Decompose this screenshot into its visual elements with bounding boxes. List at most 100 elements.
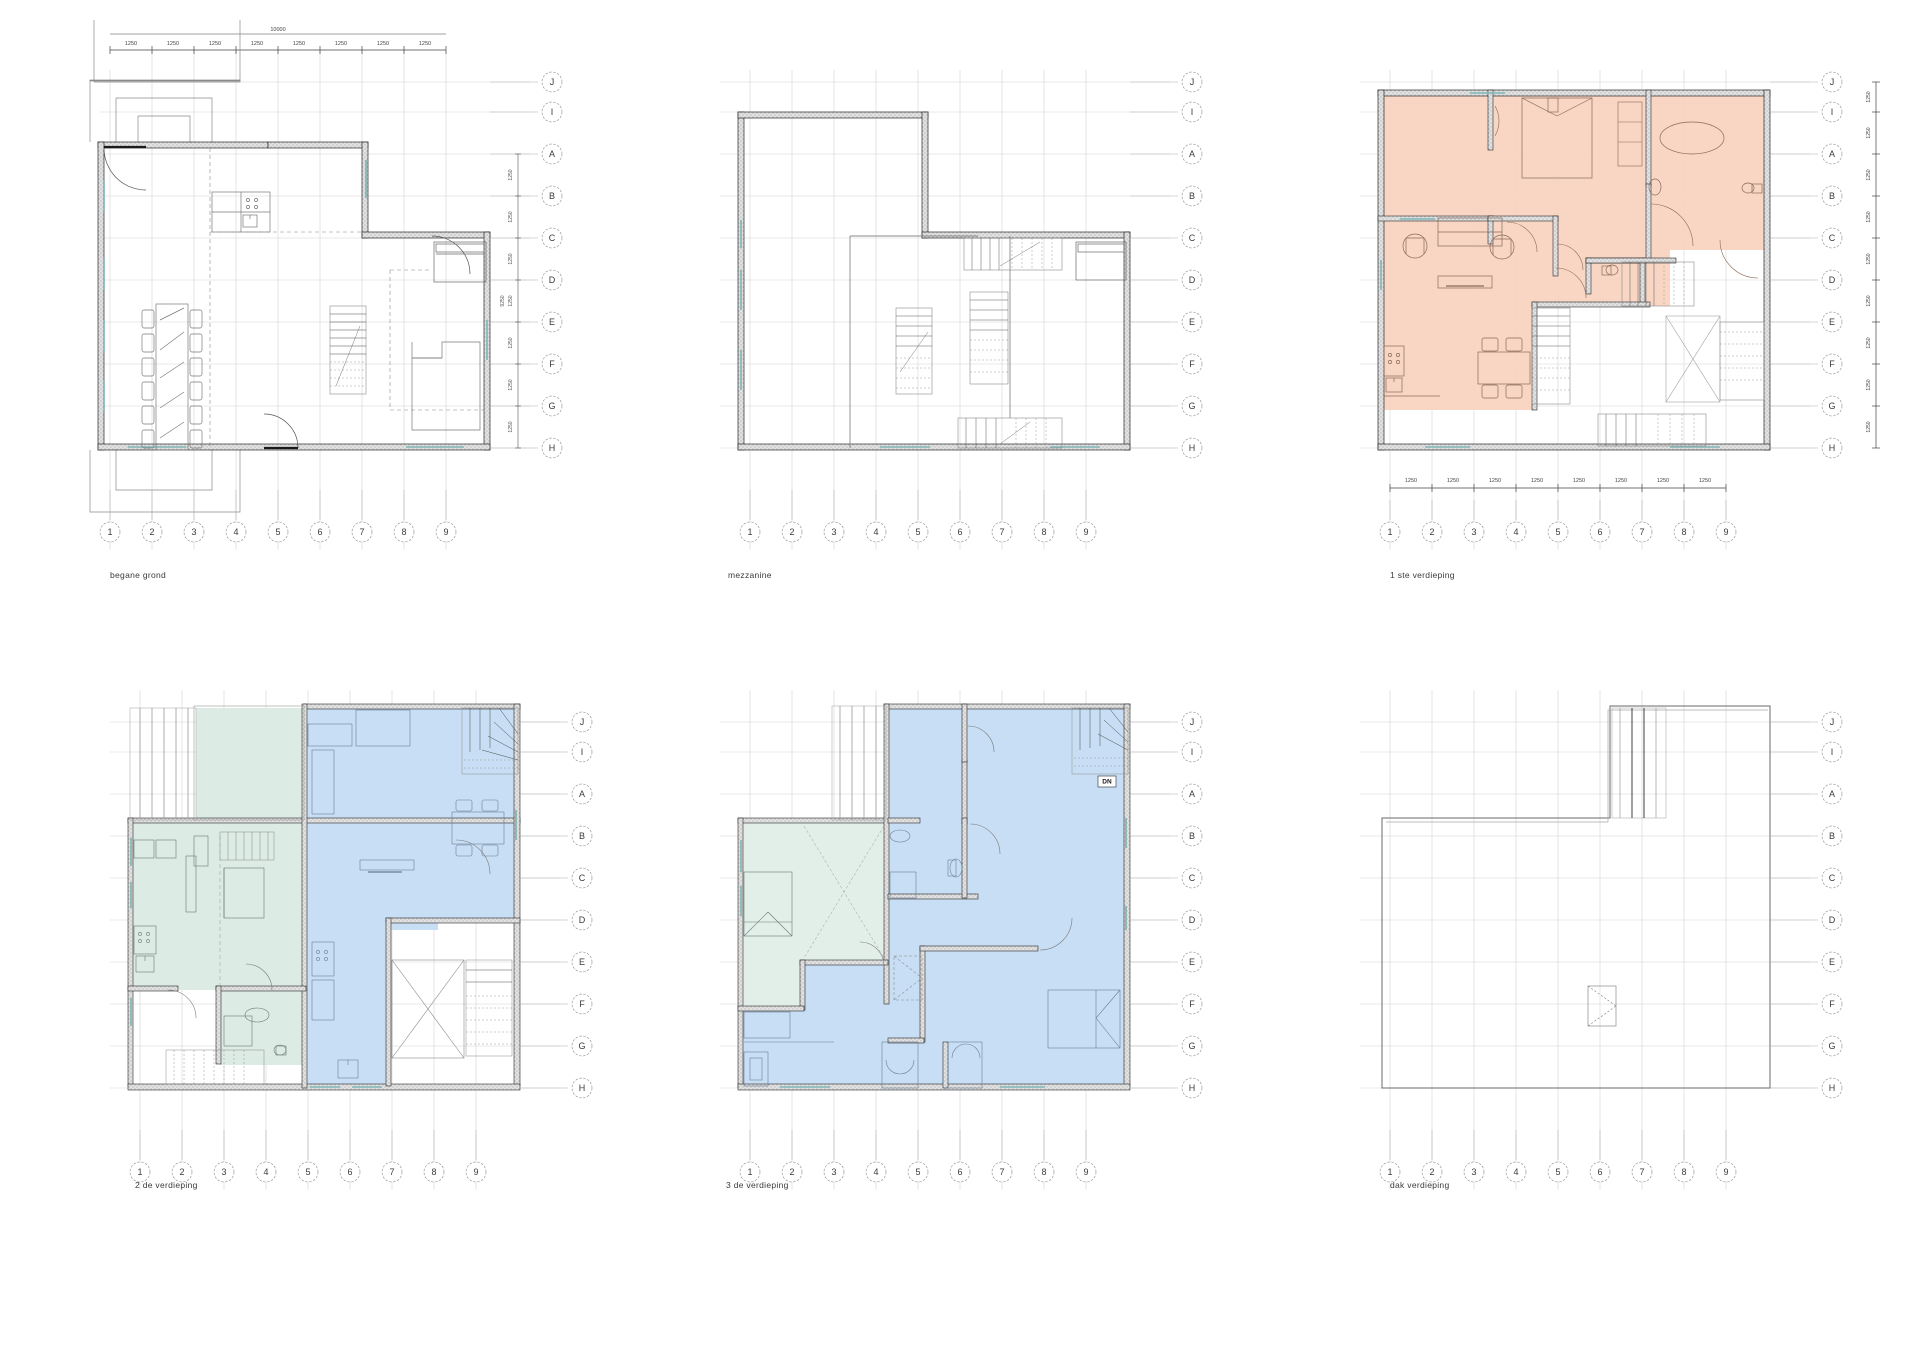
grid-col-1: 1 [107,527,112,537]
grid-row-bubbles[interactable]: J I A B C D E F G H [520,711,593,1099]
grid-row-F: F [579,999,585,1009]
dim-bay-8: 1250 [419,41,431,47]
doors[interactable] [167,839,491,1019]
plan-begane-grond[interactable]: 1250 1250 1250 1250 1250 1250 1250 1250 … [60,20,580,580]
roof-hatch-icon [1587,985,1617,1027]
caption-begane-grond: begane grond [110,570,167,580]
bed [1521,97,1593,179]
cabinet [433,241,487,283]
dim-v-5: 1250 [508,337,514,348]
grid-row-E: E [1829,957,1835,967]
shower-wc [881,1041,983,1089]
walls [737,703,1131,1091]
grid-row-C: C [549,233,556,243]
grid-row-E: E [1189,957,1195,967]
grid-row-bubbles[interactable]: J I A B C D E F G H [1770,711,1843,1099]
grid-row-I: I [551,107,554,117]
grid-row-G: G [1828,1041,1835,1051]
grid-row-E: E [1829,317,1835,327]
dim-vr-7: 1250 [1866,337,1872,348]
plan-dak-verdieping[interactable]: J I A B C D E F G H [1340,660,1860,1220]
grid-row-A: A [1829,789,1835,799]
dim-bay-4: 1250 [251,41,263,47]
grid-col-3: 3 [831,1167,836,1177]
grid-lines [720,70,1170,550]
stair-upper [963,237,1063,271]
dim-v-4: 1250 [508,295,514,306]
stair-middle [969,291,1009,385]
dim-bay-5: 1250 [1573,478,1585,484]
grid-col-4: 4 [233,527,238,537]
doors[interactable] [859,725,1073,967]
grid-col-bubbles[interactable]: 1 2 3 4 5 6 7 8 9 [739,490,1097,543]
grid-row-I: I [1191,107,1194,117]
grid-row-D: D [1829,275,1836,285]
plan-mezzanine[interactable]: J I A B C D E F G H [700,20,1220,580]
grid-col-9: 9 [1723,1167,1728,1177]
grid-row-D: D [1829,915,1836,925]
grid-col-9: 9 [1083,1167,1088,1177]
grid-row-F: F [549,359,555,369]
grid-row-B: B [579,831,585,841]
dim-vr-5: 1250 [1866,253,1872,264]
grid-row-H: H [1189,443,1196,453]
grid-row-H: H [579,1083,586,1093]
dim-bay-1: 1250 [125,41,137,47]
grid-col-bubbles[interactable]: 1 2 3 4 5 6 7 8 9 [1379,1130,1737,1183]
grid-row-F: F [1829,359,1835,369]
grid-row-D: D [1189,275,1196,285]
dim-bay-6: 1250 [335,41,347,47]
grid-col-bubbles[interactable]: 1 2 3 4 5 6 7 8 9 [739,1130,1097,1183]
bathtub [1659,121,1725,155]
grid-col-7: 7 [999,527,1004,537]
grid-col-bubbles[interactable]: 1 2 3 4 5 6 7 8 9 [1379,500,1737,543]
plan-3de-verdieping[interactable]: DN [700,660,1220,1220]
dimension-string-right-inner: 1250 1250 1250 1250 1250 1250 1250 9250 [500,153,521,449]
stair [329,305,367,395]
plan-begane-grond-svg: 1250 1250 1250 1250 1250 1250 1250 1250 … [89,20,563,550]
grid-row-C: C [1829,233,1836,243]
plan-2de-verdieping[interactable]: J I A B C D E F G H [90,660,610,1220]
grid-col-8: 8 [1681,527,1686,537]
grid-col-2: 2 [789,1167,794,1177]
grid-col-2: 2 [149,527,154,537]
grid-row-A: A [1829,149,1835,159]
sofa-mint [185,855,265,919]
grid-col-bubbles[interactable]: 1 2 3 4 5 6 7 8 9 [129,1130,487,1183]
doors[interactable] [103,145,471,450]
grid-col-bubbles[interactable]: 1 2 3 4 5 6 7 8 9 [99,490,457,543]
grid-col-9: 9 [1083,527,1088,537]
grid-row-F: F [1829,999,1835,1009]
doors[interactable] [1494,105,1759,299]
dining-table-blue [451,799,505,857]
grid-row-bubbles[interactable]: J I A B C D E F G H [1130,711,1203,1099]
grid-row-J: J [1190,77,1195,87]
grid-col-9: 9 [1723,527,1728,537]
grid-row-J: J [1830,717,1835,727]
grid-col-5: 5 [915,527,920,537]
grid-row-bubbles[interactable]: J I A B C D E F G H [1770,71,1843,459]
grid-row-bubbles[interactable]: J I A B C D E F G H [1130,71,1203,459]
grid-row-bubbles[interactable]: J I A B C D E F G H [490,71,563,459]
winder-stair: DN [1071,707,1129,788]
grid-col-7: 7 [359,527,364,537]
dimension-string-top: 1250 1250 1250 1250 1250 1250 1250 1250 … [109,27,447,54]
armchair-left [1402,233,1428,259]
grid-row-G: G [1188,1041,1195,1051]
dim-bay-3: 1250 [1489,478,1501,484]
dim-vr-9: 1250 [1866,421,1872,432]
partitions [849,235,1011,448]
dimension-string-right: 1250 1250 1250 1250 1250 1250 1250 1250 … [1866,81,1880,449]
grid-row-H: H [1829,443,1836,453]
grid-col-6: 6 [957,1167,962,1177]
sofa [411,341,481,431]
grid-row-J: J [1830,77,1835,87]
plan-1ste-verdieping[interactable]: 1250 1250 1250 1250 1250 1250 1250 1250 [1340,20,1900,580]
plan-3de-verdieping-svg: DN [720,690,1203,1190]
grid-col-5: 5 [915,1167,920,1177]
dim-overall: 10000 [270,27,285,33]
grid-row-E: E [549,317,555,327]
roof-outline [1381,705,1771,1089]
grid-col-6: 6 [1597,527,1602,537]
toilet-wc [1601,264,1619,276]
